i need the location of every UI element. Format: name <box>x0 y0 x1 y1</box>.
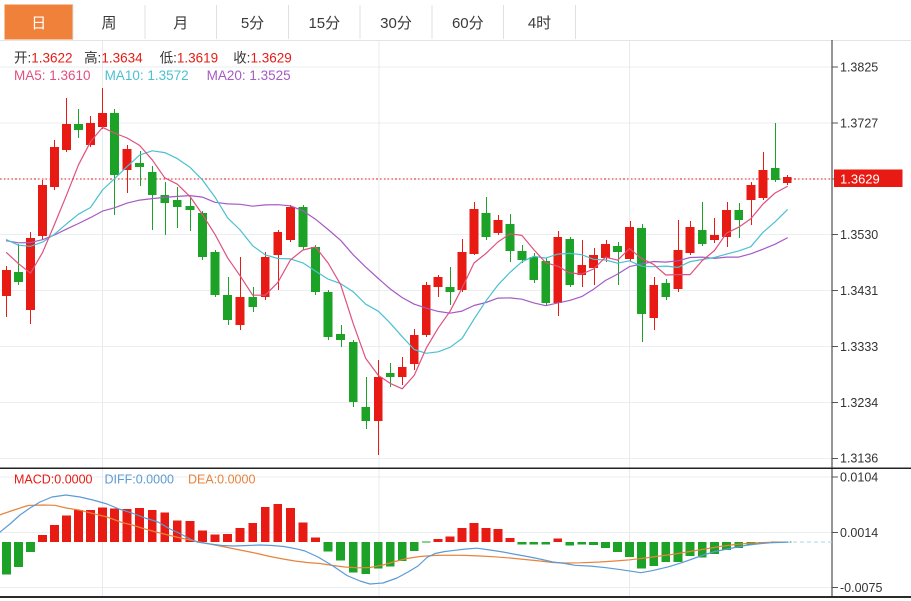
svg-text:1.3136: 1.3136 <box>840 452 878 466</box>
svg-text:1.3530: 1.3530 <box>840 228 878 242</box>
svg-text:1.3727: 1.3727 <box>840 116 878 130</box>
svg-text:4时: 4时 <box>528 15 551 32</box>
svg-text:日: 日 <box>31 15 46 32</box>
svg-text:30分: 30分 <box>380 15 412 32</box>
svg-text:15分: 15分 <box>308 15 340 32</box>
svg-text:-0.0075: -0.0075 <box>840 581 882 595</box>
svg-text:月: 月 <box>173 15 188 32</box>
svg-text:周: 周 <box>101 15 116 32</box>
svg-text:60分: 60分 <box>452 15 484 32</box>
svg-text:0.0014: 0.0014 <box>840 526 878 540</box>
svg-text:0.0104: 0.0104 <box>840 470 878 484</box>
svg-text:1.3234: 1.3234 <box>840 396 878 410</box>
svg-text:1.3629: 1.3629 <box>840 172 880 187</box>
svg-text:1.3825: 1.3825 <box>840 60 878 74</box>
svg-text:1.3431: 1.3431 <box>840 284 878 298</box>
svg-text:1.3333: 1.3333 <box>840 340 878 354</box>
svg-text:5分: 5分 <box>241 15 264 32</box>
